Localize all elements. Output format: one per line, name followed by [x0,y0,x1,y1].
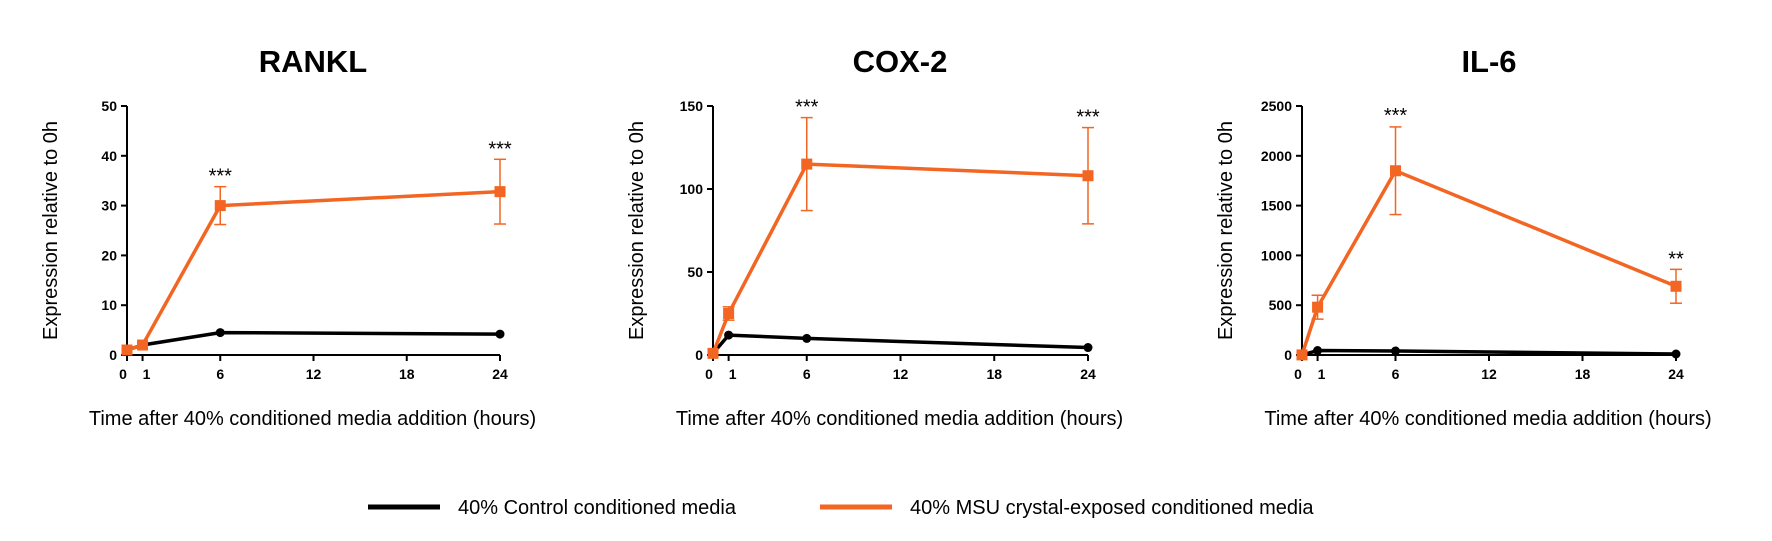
y-axis-label: Expression relative to 0h [626,121,648,340]
y-tick-label: 1000 [1261,247,1292,263]
series-msu-line [711,162,1089,354]
x-axis-label: Time after 40% conditioned media additio… [1264,408,1711,430]
chart-title: RANKL [259,44,368,79]
y-tick-label: 1500 [1261,198,1292,214]
series-msu-point [707,347,719,359]
y-tick-label: 100 [680,181,704,197]
x-tick-label: 18 [399,366,415,382]
series-control-point [724,330,734,340]
significance-marker: *** [209,166,233,188]
y-tick-label: 150 [680,98,704,114]
series-control-point [1671,349,1681,359]
y-tick-label: 40 [101,148,117,164]
y-tick-label: 0 [695,347,703,363]
series-control-point [802,333,812,343]
x-tick-label: 1 [1318,366,1326,382]
series-control-point [495,329,505,339]
y-tick-label: 0 [1284,347,1292,363]
x-tick-label: 1 [729,366,737,382]
y-tick-label: 30 [101,198,117,214]
significance-marker: *** [1076,107,1100,129]
x-tick-label: 6 [1392,366,1400,382]
x-tick-label: 6 [803,366,811,382]
x-tick-label: 24 [492,366,508,382]
x-tick-label: 24 [1668,366,1684,382]
series-msu-point [1312,301,1324,313]
x-tick-label: 12 [306,366,322,382]
y-tick-label: 2000 [1261,148,1292,164]
y-tick-label: 20 [101,247,117,263]
y-axis-label: Expression relative to 0h [40,121,62,340]
y-tick-label: 10 [101,297,117,313]
x-axis-label: Time after 40% conditioned media additio… [89,408,536,430]
series-msu-point [1082,170,1094,182]
series-control-line [1301,348,1677,357]
x-tick-label: 24 [1080,366,1096,382]
series-msu-point [1296,349,1308,361]
x-tick-label: 6 [216,366,224,382]
series-msu-point [1390,165,1401,177]
series-msu-point [1670,280,1682,292]
series-msu-point [121,344,133,356]
series-msu-point [801,158,813,170]
series-msu-point [494,186,506,198]
chart-title: IL-6 [1461,44,1516,79]
series-control-point [1391,346,1400,356]
y-tick-label: 50 [101,98,117,114]
significance-marker: *** [488,138,512,160]
y-tick-label: 50 [687,264,703,280]
x-tick-label: 12 [1481,366,1497,382]
legend-label-msu: 40% MSU crystal-exposed conditioned medi… [910,497,1314,519]
series-control-line [711,333,1089,355]
significance-marker: *** [795,97,819,119]
x-tick-label: 12 [893,366,909,382]
x-axis-label: Time after 40% conditioned media additio… [676,408,1123,430]
series-msu-line [126,189,501,352]
series-control-point [215,328,225,338]
significance-marker: ** [1668,248,1684,270]
x-tick-label: 0 [119,366,127,382]
series-control-point [1313,346,1323,356]
legend-label-control: 40% Control conditioned media [458,497,737,519]
series-msu-line [1300,168,1677,356]
y-tick-label: 500 [1269,297,1293,313]
significance-marker: *** [1384,105,1408,127]
legend: 40% Control conditioned media 40% MSU cr… [368,497,1314,519]
series-control-point [1083,343,1093,353]
series-msu-point [137,339,149,351]
y-tick-label: 0 [109,347,117,363]
y-tick-label: 2500 [1261,98,1292,114]
chart-title: COX-2 [853,44,948,79]
x-tick-label: 18 [986,366,1002,382]
x-tick-label: 18 [1575,366,1591,382]
x-tick-label: 1 [143,366,151,382]
x-tick-label: 0 [1294,366,1302,382]
series-msu-point [723,308,735,319]
series-msu-point [214,200,226,212]
series-control-line [126,330,501,352]
x-tick-label: 0 [705,366,713,382]
y-axis-label: Expression relative to 0h [1215,121,1237,340]
